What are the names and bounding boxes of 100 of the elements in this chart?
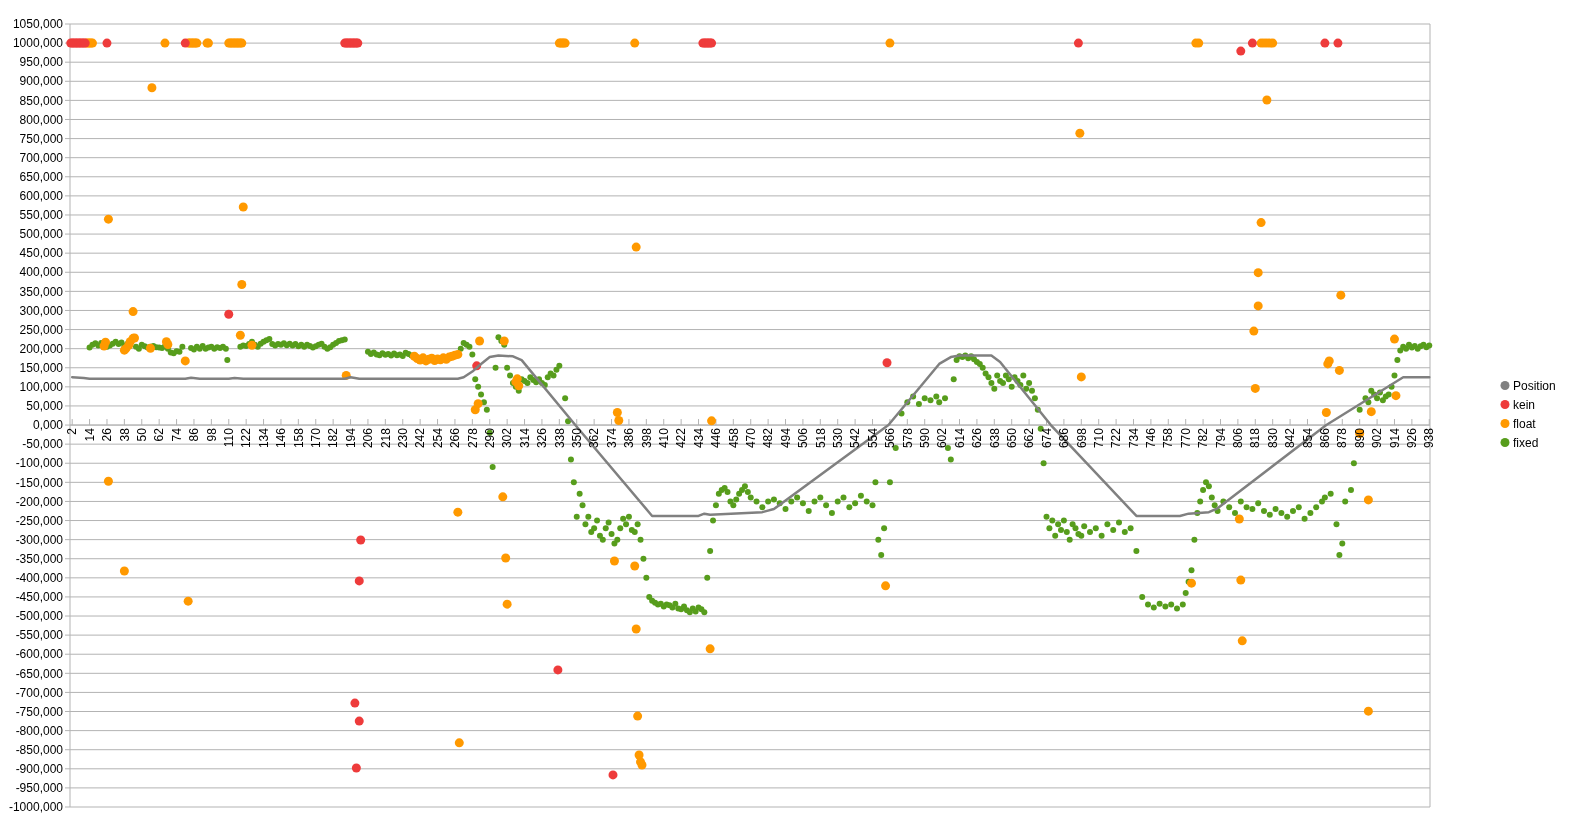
x-tick-label: 458 (726, 427, 741, 449)
y-tick-label: 950,000 (19, 55, 64, 70)
x-tick-label: 770 (1178, 427, 1193, 449)
x-tick-label: 158 (291, 427, 306, 449)
x-tick-label: 302 (500, 427, 515, 449)
y-tick-label: -250,000 (15, 513, 64, 528)
y-tick-label: -200,000 (15, 494, 64, 509)
x-tick-label: 554 (865, 427, 880, 449)
y-tick-label: -350,000 (15, 551, 64, 566)
x-tick-label: 806 (1231, 427, 1246, 449)
x-tick-label: 914 (1387, 427, 1402, 449)
y-tick-label: -900,000 (15, 762, 64, 776)
x-tick-label: 110 (221, 427, 236, 448)
y-tick-label: 100,000 (19, 380, 64, 395)
x-tick-label: 62 (152, 427, 167, 442)
x-tick-label: 746 (1144, 427, 1159, 449)
y-tick-label: 1050,000 (12, 17, 64, 32)
y-tick-label: 700,000 (19, 150, 64, 165)
x-tick-label: 482 (761, 427, 776, 449)
y-tick-label: -550,000 (15, 628, 64, 643)
x-tick-label: 710 (1091, 427, 1106, 449)
x-tick-label: 674 (1039, 427, 1054, 449)
x-tick-label: 134 (256, 427, 271, 449)
x-tick-label: 614 (952, 427, 967, 449)
y-tick-label: 200,000 (19, 341, 64, 356)
y-tick-label: -950,000 (15, 781, 64, 796)
y-tick-label: -100,000 (15, 456, 64, 471)
x-tick-label: 878 (1335, 427, 1350, 449)
x-tick-label: 890 (1352, 427, 1367, 449)
x-tick-label: 830 (1265, 427, 1280, 449)
y-tick-label: -600,000 (15, 647, 64, 662)
y-tick-label: 800,000 (19, 112, 64, 127)
x-tick-label: 242 (413, 427, 428, 449)
x-tick-label: 74 (169, 427, 184, 442)
x-tick-label: 494 (778, 427, 793, 449)
x-tick-label: 266 (448, 427, 463, 449)
legend-label: float (1513, 416, 1537, 431)
x-tick-label: 686 (1057, 427, 1072, 449)
x-tick-label: 818 (1248, 427, 1263, 449)
y-tick-label: 850,000 (19, 93, 64, 108)
y-tick-label: 450,000 (19, 246, 64, 261)
y-tick-label: 300,000 (19, 303, 64, 318)
x-tick-label: 374 (604, 427, 619, 449)
x-tick-label: 170 (308, 427, 323, 449)
x-tick-label: 86 (187, 427, 202, 442)
x-tick-label: 854 (1300, 427, 1315, 449)
x-tick-label: 530 (830, 427, 845, 449)
x-tick-label: 590 (917, 427, 932, 449)
y-tick-label: 50,000 (26, 399, 64, 414)
x-tick-label: 926 (1405, 427, 1420, 449)
y-tick-label: -1000,000 (8, 800, 64, 815)
x-tick-label: 434 (691, 427, 706, 449)
y-tick-label: 900,000 (19, 74, 64, 89)
y-tick-label: 750,000 (19, 131, 64, 146)
x-tick-label: 326 (535, 427, 550, 449)
x-tick-label: 362 (587, 427, 602, 449)
x-tick-label: 782 (1196, 427, 1211, 449)
x-tick-label: 194 (343, 427, 358, 449)
x-tick-label: 350 (569, 427, 584, 449)
y-tick-label: 600,000 (19, 189, 64, 204)
y-tick-label: 150,000 (19, 360, 64, 375)
x-tick-label: 650 (1004, 427, 1019, 449)
x-tick-label: 386 (622, 427, 637, 449)
x-tick-label: 422 (674, 427, 689, 449)
x-tick-label: 638 (987, 427, 1002, 449)
x-tick-label: 794 (1213, 427, 1228, 449)
x-tick-label: 470 (743, 427, 758, 449)
x-tick-label: 662 (1022, 427, 1037, 449)
y-tick-label: 650,000 (19, 169, 64, 184)
x-tick-label: 602 (935, 427, 950, 449)
x-tick-label: 146 (274, 427, 289, 449)
x-tick-label: 698 (1074, 427, 1089, 449)
legend-label: Position (1513, 378, 1556, 393)
x-tick-label: 38 (117, 427, 132, 442)
y-tick-label: 350,000 (19, 284, 64, 299)
x-tick-label: 578 (900, 427, 915, 449)
y-tick-label: 400,000 (19, 265, 64, 280)
x-tick-label: 182 (326, 427, 341, 449)
x-tick-label: 722 (1109, 427, 1124, 449)
x-tick-label: 290 (482, 427, 497, 449)
y-tick-label: -50,000 (22, 437, 64, 452)
x-tick-label: 254 (430, 427, 445, 449)
y-tick-label: -650,000 (15, 666, 64, 681)
y-tick-label: 0,000 (32, 418, 64, 433)
x-tick-label: 542 (848, 427, 863, 449)
x-tick-label: 14 (82, 427, 97, 442)
x-tick-label: 938 (1422, 427, 1437, 449)
x-tick-label: 506 (796, 427, 811, 449)
x-tick-label: 314 (517, 427, 532, 449)
y-tick-label: 1000,000 (12, 36, 64, 51)
y-tick-label: -800,000 (15, 723, 64, 738)
x-tick-label: 122 (239, 427, 254, 449)
x-tick-label: 98 (204, 427, 219, 442)
y-tick-label: -450,000 (15, 590, 64, 605)
y-tick-label: 500,000 (19, 227, 64, 242)
x-tick-label: 626 (970, 427, 985, 449)
x-tick-label: 218 (378, 427, 393, 449)
y-tick-label: -400,000 (15, 571, 64, 586)
x-tick-label: 566 (883, 427, 898, 449)
legend-label: kein (1513, 397, 1536, 412)
